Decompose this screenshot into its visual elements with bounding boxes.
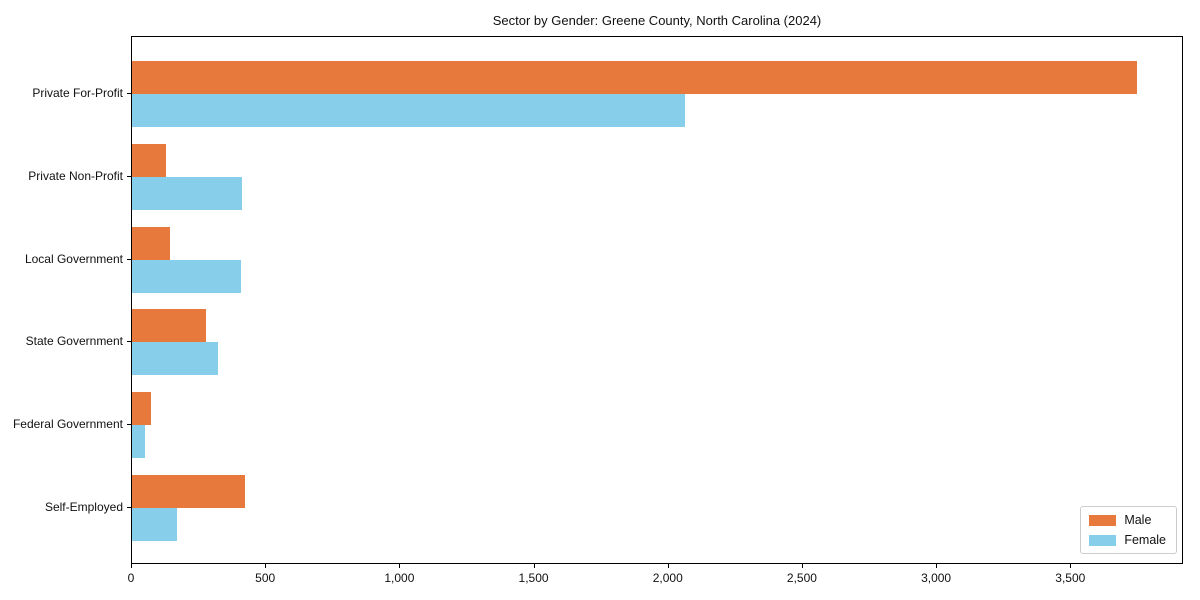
x-tick-mark — [1070, 564, 1072, 568]
bar-female-3 — [132, 342, 219, 376]
bar-female-1 — [132, 176, 243, 210]
y-tick-label: Local Government — [24, 251, 123, 266]
y-tick-mark — [127, 175, 131, 177]
y-tick-label: Self-Employed — [44, 499, 123, 514]
legend-swatch-female-icon — [1089, 534, 1117, 546]
y-tick-mark — [127, 258, 131, 260]
bar-female-0 — [132, 94, 686, 128]
plot-area: Male Female — [131, 36, 1183, 564]
bar-male-4 — [132, 392, 152, 426]
bar-male-2 — [132, 226, 170, 260]
x-tick-label: 2,000 — [652, 571, 683, 585]
bar-female-5 — [132, 507, 178, 541]
x-tick-label: 1,000 — [384, 571, 415, 585]
legend: Male Female — [1080, 506, 1177, 554]
x-tick-label: 500 — [255, 571, 276, 585]
x-tick-mark — [265, 564, 267, 568]
legend-item-male: Male — [1089, 513, 1166, 527]
bar-female-2 — [132, 259, 241, 293]
x-tick-label: 1,500 — [518, 571, 549, 585]
x-tick-label: 0 — [127, 571, 135, 585]
x-tick-label: 3,000 — [921, 571, 952, 585]
bar-male-5 — [132, 474, 245, 508]
y-tick-mark — [127, 506, 131, 508]
x-tick-mark — [533, 564, 535, 568]
x-tick-label: 2,500 — [786, 571, 817, 585]
legend-label-male: Male — [1124, 513, 1152, 527]
y-tick-label: Private For-Profit — [32, 86, 123, 101]
legend-swatch-male-icon — [1089, 514, 1117, 526]
legend-item-female: Female — [1089, 533, 1166, 547]
x-tick-mark — [801, 564, 803, 568]
y-tick-label: State Government — [25, 334, 123, 349]
bar-male-1 — [132, 143, 166, 177]
y-tick-label: Federal Government — [12, 417, 123, 432]
legend-label-female: Female — [1124, 533, 1166, 547]
bar-male-3 — [132, 309, 207, 343]
y-tick-mark — [127, 341, 131, 343]
bar-female-4 — [132, 425, 145, 459]
x-tick-mark — [131, 564, 132, 568]
x-tick-mark — [936, 564, 938, 568]
y-tick-label: Private Non-Profit — [28, 168, 123, 183]
chart-title: Sector by Gender: Greene County, North C… — [492, 13, 822, 28]
y-tick-mark — [127, 424, 131, 426]
x-tick-mark — [399, 564, 401, 568]
bar-male-0 — [132, 61, 1138, 95]
x-tick-mark — [667, 564, 669, 568]
x-tick-label: 3,500 — [1055, 571, 1086, 585]
y-tick-mark — [127, 93, 131, 95]
